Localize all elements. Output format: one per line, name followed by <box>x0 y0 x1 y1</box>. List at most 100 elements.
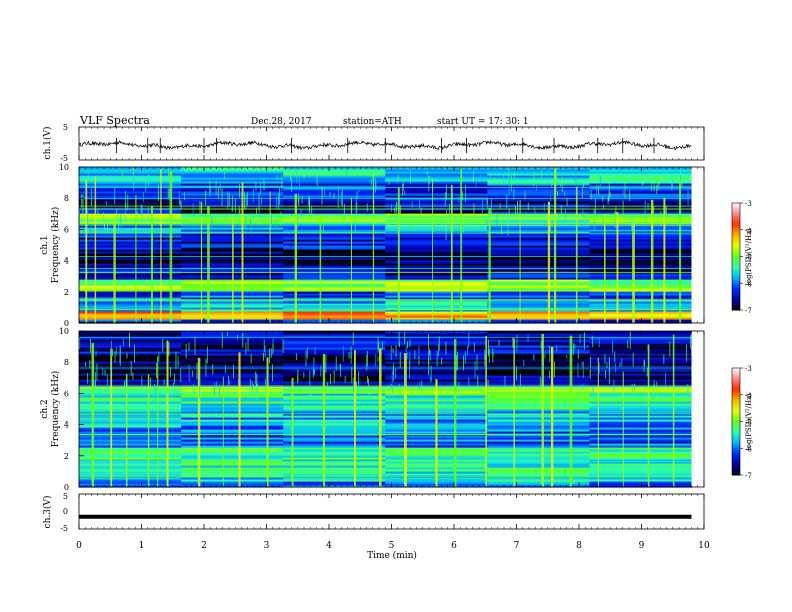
colorbar-step <box>732 394 740 398</box>
sferic-speckle <box>366 203 368 212</box>
colorbar-step <box>732 419 740 422</box>
spectrogram-cell <box>283 387 386 390</box>
time-tick-label: 5 <box>389 541 395 551</box>
spectrogram-cell <box>181 351 284 354</box>
sferic-speckle <box>507 218 509 236</box>
spectrogram-cell <box>79 173 182 176</box>
sferic-speckle <box>582 361 584 379</box>
sferic-streak <box>550 346 554 487</box>
sferic-speckle <box>379 380 381 390</box>
spectrogram-cell <box>283 337 386 340</box>
sferic-speckle <box>392 348 394 353</box>
spectrogram-cell <box>589 479 693 482</box>
spectrogram-cell <box>283 231 386 234</box>
spectrogram-cell <box>79 443 182 446</box>
spectrogram-cell <box>487 401 590 404</box>
sferic-speckle <box>428 334 429 351</box>
colorbar-step <box>732 446 740 449</box>
narrowband-line <box>79 309 692 311</box>
colorbar-step <box>732 265 740 268</box>
sferic-speckle <box>631 384 633 400</box>
sferic-streak <box>454 339 457 487</box>
spectrogram-cell <box>283 243 386 246</box>
sferic-speckle <box>133 181 135 191</box>
spectrogram-cell <box>487 453 590 456</box>
spectrogram-cell <box>79 413 182 416</box>
spectrogram-cell <box>589 315 693 318</box>
sferic-streak <box>110 348 113 487</box>
narrowband-line <box>79 366 692 368</box>
sferic-speckle <box>163 379 165 386</box>
spectrogram-cell <box>79 485 182 488</box>
sferic-speckle <box>464 351 466 364</box>
sferic-speckle <box>314 347 316 355</box>
frequency-tick-label: 0 <box>64 319 69 328</box>
spectrogram-cell <box>487 169 590 172</box>
sferic-streak <box>435 379 438 487</box>
sferic-speckle <box>309 370 311 387</box>
ch1-waveform-ytick-bottom: -5 <box>60 154 68 163</box>
sferic-speckle <box>608 367 610 384</box>
spectrogram-cell <box>79 331 182 334</box>
spectrogram-cell <box>385 251 488 254</box>
colorbar-step <box>732 224 740 227</box>
spectrogram-cell <box>487 215 590 218</box>
sferic-speckle <box>486 198 488 204</box>
spectrogram-cell <box>589 481 693 484</box>
spectrogram-cell <box>487 251 590 254</box>
sferic-speckle <box>644 360 646 367</box>
spectrogram-cell <box>181 335 284 338</box>
spectrogram-cell <box>487 417 590 420</box>
spectrogram-cell <box>283 477 386 480</box>
sferic-speckle <box>664 206 666 222</box>
sferic-speckle <box>405 345 407 352</box>
sferic-streak <box>450 185 453 323</box>
spectrogram-cell <box>589 421 693 424</box>
colorbar-step <box>732 281 740 284</box>
spectrogram-cell <box>487 221 590 224</box>
spectrogram-cell <box>385 305 488 308</box>
sferic-speckle <box>406 351 408 360</box>
sferic-speckle <box>510 175 512 192</box>
colorbar-step <box>732 375 740 378</box>
sferic-speckle <box>665 205 667 218</box>
sferic-streak <box>569 335 573 487</box>
spectrogram-cell <box>385 261 488 264</box>
frequency-tick-label: 8 <box>64 358 69 367</box>
sferic-speckle <box>256 207 257 214</box>
spectrogram-cell <box>181 405 284 408</box>
colorbar-step <box>732 308 740 311</box>
ch1-colorbar-label: log(PSD)(V²/Hz) <box>745 228 753 285</box>
sferic-speckle <box>480 170 481 180</box>
spectrogram-cell <box>79 403 182 406</box>
sferic-speckle <box>281 174 283 191</box>
colorbar-step <box>732 208 740 211</box>
colorbar-step <box>732 256 740 259</box>
sferic-speckle <box>340 363 342 377</box>
spectrogram-cell <box>385 351 488 354</box>
sferic-speckle <box>579 334 581 344</box>
spectrogram-cell <box>487 475 590 478</box>
colorbar-step <box>732 410 740 414</box>
no-data-region <box>691 167 704 323</box>
sferic-speckle <box>445 341 447 355</box>
colorbar-step <box>732 403 740 406</box>
spectrogram-cell <box>181 411 284 414</box>
spectrogram-cell <box>385 199 488 202</box>
spectrogram-cell <box>589 451 693 454</box>
sferic-speckle <box>421 380 423 397</box>
spectrogram-cell <box>589 313 693 316</box>
spectrogram-cell <box>79 319 182 322</box>
spectrogram-cell <box>487 283 590 286</box>
spectrogram-cell <box>385 211 488 214</box>
spectrogram-cell <box>385 311 488 314</box>
spectrogram-cell <box>79 313 182 316</box>
spectrogram-cell <box>385 181 488 184</box>
spectrogram-cell <box>385 291 488 294</box>
spectrogram-cell <box>79 453 182 456</box>
spectrogram-cell <box>385 283 488 286</box>
spectrogram-cell <box>79 175 182 178</box>
sferic-speckle <box>557 191 558 196</box>
sferic-speckle <box>147 207 149 220</box>
sferic-speckle <box>574 344 576 350</box>
